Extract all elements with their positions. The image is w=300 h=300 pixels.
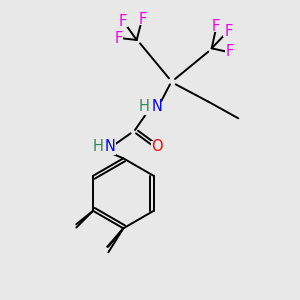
- Text: F: F: [226, 44, 234, 59]
- Text: F: F: [139, 13, 147, 28]
- Text: F: F: [224, 24, 232, 39]
- Text: N: N: [151, 99, 162, 114]
- Text: H: H: [139, 99, 150, 114]
- FancyBboxPatch shape: [94, 142, 116, 155]
- FancyBboxPatch shape: [118, 16, 128, 27]
- Text: N: N: [105, 139, 116, 154]
- FancyBboxPatch shape: [211, 21, 221, 32]
- FancyBboxPatch shape: [113, 33, 123, 44]
- Text: F: F: [114, 31, 122, 46]
- FancyBboxPatch shape: [141, 102, 162, 115]
- Text: F: F: [118, 14, 127, 29]
- FancyBboxPatch shape: [151, 141, 163, 153]
- Text: H: H: [92, 139, 103, 154]
- Text: F: F: [212, 19, 220, 34]
- Text: O: O: [151, 139, 163, 154]
- FancyBboxPatch shape: [223, 26, 233, 37]
- FancyBboxPatch shape: [225, 46, 235, 57]
- FancyBboxPatch shape: [138, 15, 148, 25]
